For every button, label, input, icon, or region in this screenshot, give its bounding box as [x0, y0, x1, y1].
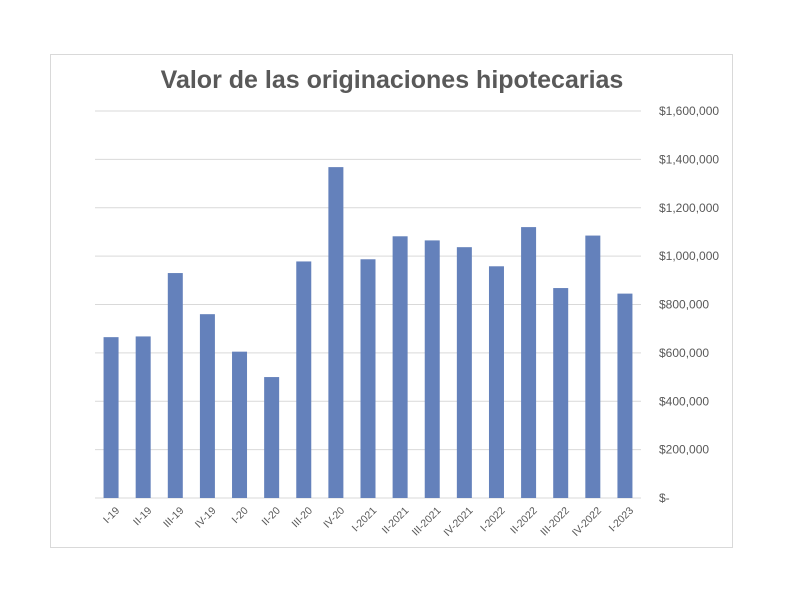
bar — [488, 266, 504, 498]
y-tick-label: $1,400,000 — [659, 152, 719, 166]
bar — [617, 293, 633, 498]
bar — [264, 377, 280, 498]
x-tick-label: II-2022 — [508, 505, 540, 537]
bar — [296, 261, 312, 498]
y-tick-label: $1,600,000 — [659, 104, 719, 118]
y-tick-label: $600,000 — [659, 346, 709, 360]
chart-area: Valor de las originaciones hipotecarias … — [50, 54, 733, 548]
bar — [232, 351, 248, 498]
y-tick-label: $- — [659, 491, 670, 505]
x-tick-label: IV-2021 — [441, 505, 475, 539]
bar — [360, 259, 376, 498]
bar — [553, 288, 569, 498]
y-axis-tick-labels: $- $200,000 $400,000 $600,000 $800,000 $1,000… — [659, 104, 719, 505]
x-tick-label: I-2021 — [350, 505, 380, 535]
y-tick-label: $800,000 — [659, 298, 709, 312]
x-tick-label: IV-19 — [193, 505, 219, 531]
x-tick-label: III-2021 — [410, 505, 444, 539]
bar — [424, 240, 440, 498]
x-tick-label: III-19 — [161, 505, 187, 531]
x-tick-label: I-19 — [101, 505, 122, 526]
bar — [135, 336, 151, 498]
y-tick-label: $200,000 — [659, 443, 709, 457]
bar — [392, 236, 408, 498]
chart-title: Valor de las originaciones hipotecarias — [161, 66, 624, 94]
x-tick-label: IV-20 — [321, 505, 347, 531]
bar — [585, 235, 601, 499]
x-tick-label: II-19 — [131, 505, 154, 528]
y-tick-label: $400,000 — [659, 394, 709, 408]
bar — [328, 167, 344, 498]
x-tick-label: I-2023 — [607, 505, 637, 535]
y-tick-label: $1,000,000 — [659, 249, 719, 263]
x-axis-tick-labels: I-19 II-19 III-19 IV-19 I-20 II-20 III-20 IV-20… — [101, 505, 636, 539]
bar — [199, 314, 215, 498]
bars — [103, 167, 633, 499]
bar — [167, 273, 183, 498]
bar — [521, 227, 537, 498]
x-tick-label: III-20 — [290, 505, 316, 531]
y-tick-label: $1,200,000 — [659, 201, 719, 215]
x-tick-label: III-2022 — [538, 505, 572, 539]
bar — [103, 337, 119, 498]
x-tick-label: I-20 — [229, 505, 250, 526]
bar-chart: Valor de las originaciones hipotecarias … — [95, 66, 719, 539]
x-tick-label: IV-2022 — [570, 505, 604, 539]
x-tick-label: II-2021 — [380, 505, 412, 537]
bar — [456, 247, 472, 498]
x-tick-label: II-20 — [260, 505, 283, 528]
x-tick-label: I-2022 — [478, 505, 508, 535]
